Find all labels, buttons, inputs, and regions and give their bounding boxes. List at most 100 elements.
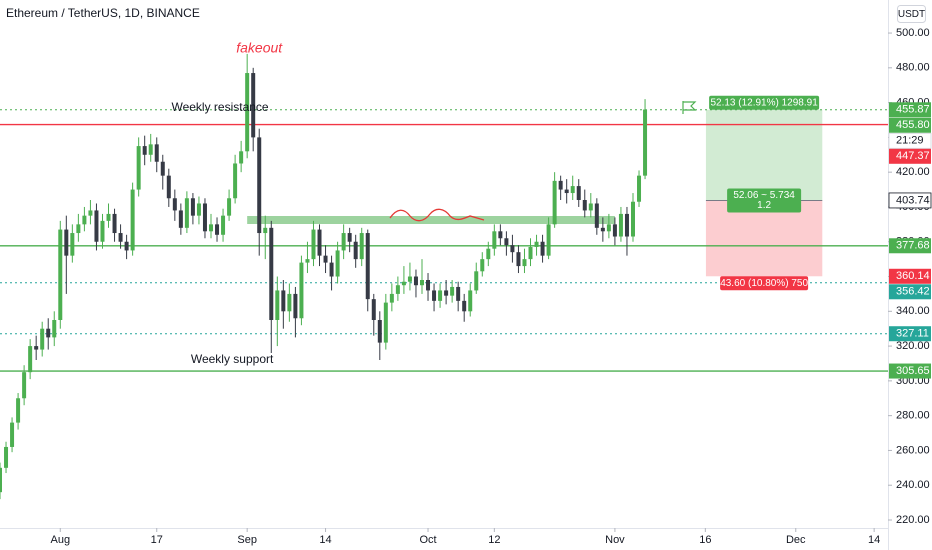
- candle-body: [353, 241, 358, 260]
- candle-body: [624, 213, 629, 237]
- candle-body: [426, 280, 431, 291]
- candle-body: [637, 175, 642, 202]
- candle-body: [534, 241, 539, 247]
- stop-label: 43.60 (10.80%) 750: [720, 278, 808, 289]
- price-badge-label: 403.74: [896, 194, 930, 206]
- candle-body: [329, 262, 334, 277]
- candle-body: [4, 446, 9, 468]
- x-tick-label: Nov: [605, 534, 625, 546]
- candle-body: [221, 215, 226, 235]
- candle-body: [643, 109, 648, 176]
- candle-body: [178, 210, 183, 228]
- price-badge: [889, 117, 931, 133]
- candle-body: [335, 250, 340, 277]
- price-badge: [889, 363, 931, 379]
- candle-body: [419, 280, 424, 286]
- candle-body: [516, 252, 521, 267]
- currency-label[interactable]: USDT: [898, 9, 925, 20]
- candle-body: [594, 203, 599, 228]
- candle-body: [365, 233, 370, 300]
- candle-body: [196, 203, 201, 216]
- candle-body: [46, 328, 51, 338]
- flag-icon: [682, 101, 697, 114]
- x-tick-label: Aug: [50, 534, 70, 546]
- candle-body: [287, 293, 292, 312]
- candle-body: [498, 231, 503, 239]
- candle-body: [227, 198, 232, 216]
- candle-body: [540, 241, 545, 256]
- candle-body: [142, 146, 147, 155]
- target-label: 52.13 (12.91%) 1298.91: [710, 97, 818, 108]
- candle-body: [0, 467, 2, 493]
- candle-body: [450, 286, 455, 296]
- candle-body: [564, 189, 569, 194]
- candle-body: [88, 210, 93, 216]
- price-badge: [889, 326, 931, 342]
- price-badge-label: 447.37: [896, 150, 930, 162]
- candle-body: [245, 73, 250, 152]
- candle-body: [528, 246, 533, 260]
- middle-label-box: [727, 188, 802, 213]
- price-badge-label: 305.65: [896, 365, 930, 377]
- candle-body: [462, 300, 467, 312]
- price-badge: [889, 102, 931, 118]
- candle-body: [552, 180, 557, 225]
- x-tick-label: Oct: [419, 534, 436, 546]
- annotation: fakeout: [236, 39, 283, 55]
- candle-body: [383, 302, 388, 343]
- candle-body: [456, 286, 461, 301]
- y-tick-label: 240.00: [896, 479, 930, 491]
- chart-title: Ethereum / TetherUS, 1D, BINANCE: [6, 6, 200, 20]
- candle-body: [160, 161, 165, 176]
- x-tick-label: 14: [868, 534, 880, 546]
- price-badges: 455.87 455.80 21:29 447.37 403.74 377.68 360.1…: [888, 102, 932, 379]
- candle-body: [311, 229, 316, 260]
- price-badge-label: 356.42: [896, 286, 930, 298]
- middle-label: 52.06 ~ 5.734: [733, 190, 795, 201]
- price-badge-label: 327.11: [896, 328, 929, 340]
- y-tick-label: 220.00: [896, 514, 930, 526]
- candle-body: [82, 215, 87, 225]
- candle-body: [154, 144, 159, 162]
- candle-body: [106, 213, 111, 221]
- price-badge-label: 455.87: [896, 104, 930, 116]
- candle-body: [293, 293, 298, 319]
- candle-body: [486, 248, 491, 260]
- price-badge: [889, 284, 931, 300]
- candle-body: [347, 233, 352, 242]
- candle-body: [100, 220, 105, 242]
- price-badge: [888, 132, 932, 149]
- y-tick-label: 280.00: [896, 410, 930, 422]
- candle-body: [522, 259, 527, 267]
- candle-body: [257, 137, 262, 234]
- candle-body: [480, 259, 485, 272]
- candle-body: [371, 299, 376, 320]
- candle-body: [64, 229, 69, 256]
- x-tick-label: Dec: [786, 534, 806, 546]
- x-tick-label: Sep: [237, 534, 257, 546]
- candle-body: [468, 290, 473, 312]
- candle-body: [76, 224, 81, 234]
- price-badge-label: 360.14: [896, 270, 930, 282]
- candle-body: [299, 262, 304, 319]
- candle-body: [215, 224, 220, 235]
- candle-body: [612, 224, 617, 237]
- y-tick-label: 340.00: [896, 305, 930, 317]
- candle-body: [558, 180, 563, 190]
- candle-body: [202, 203, 207, 232]
- candle-body: [606, 224, 611, 232]
- hand-drawn-curve: [389, 208, 485, 222]
- candle-body: [432, 290, 437, 301]
- candle-body: [172, 198, 177, 211]
- candle-body: [588, 203, 593, 211]
- loss-zone: [705, 200, 823, 277]
- candle-body: [323, 255, 328, 263]
- candle-body: [576, 186, 581, 200]
- currency-button[interactable]: [897, 5, 926, 23]
- x-tick-label: 12: [488, 534, 500, 546]
- y-tick-label: 320.00: [896, 340, 930, 352]
- candle-body: [582, 200, 587, 211]
